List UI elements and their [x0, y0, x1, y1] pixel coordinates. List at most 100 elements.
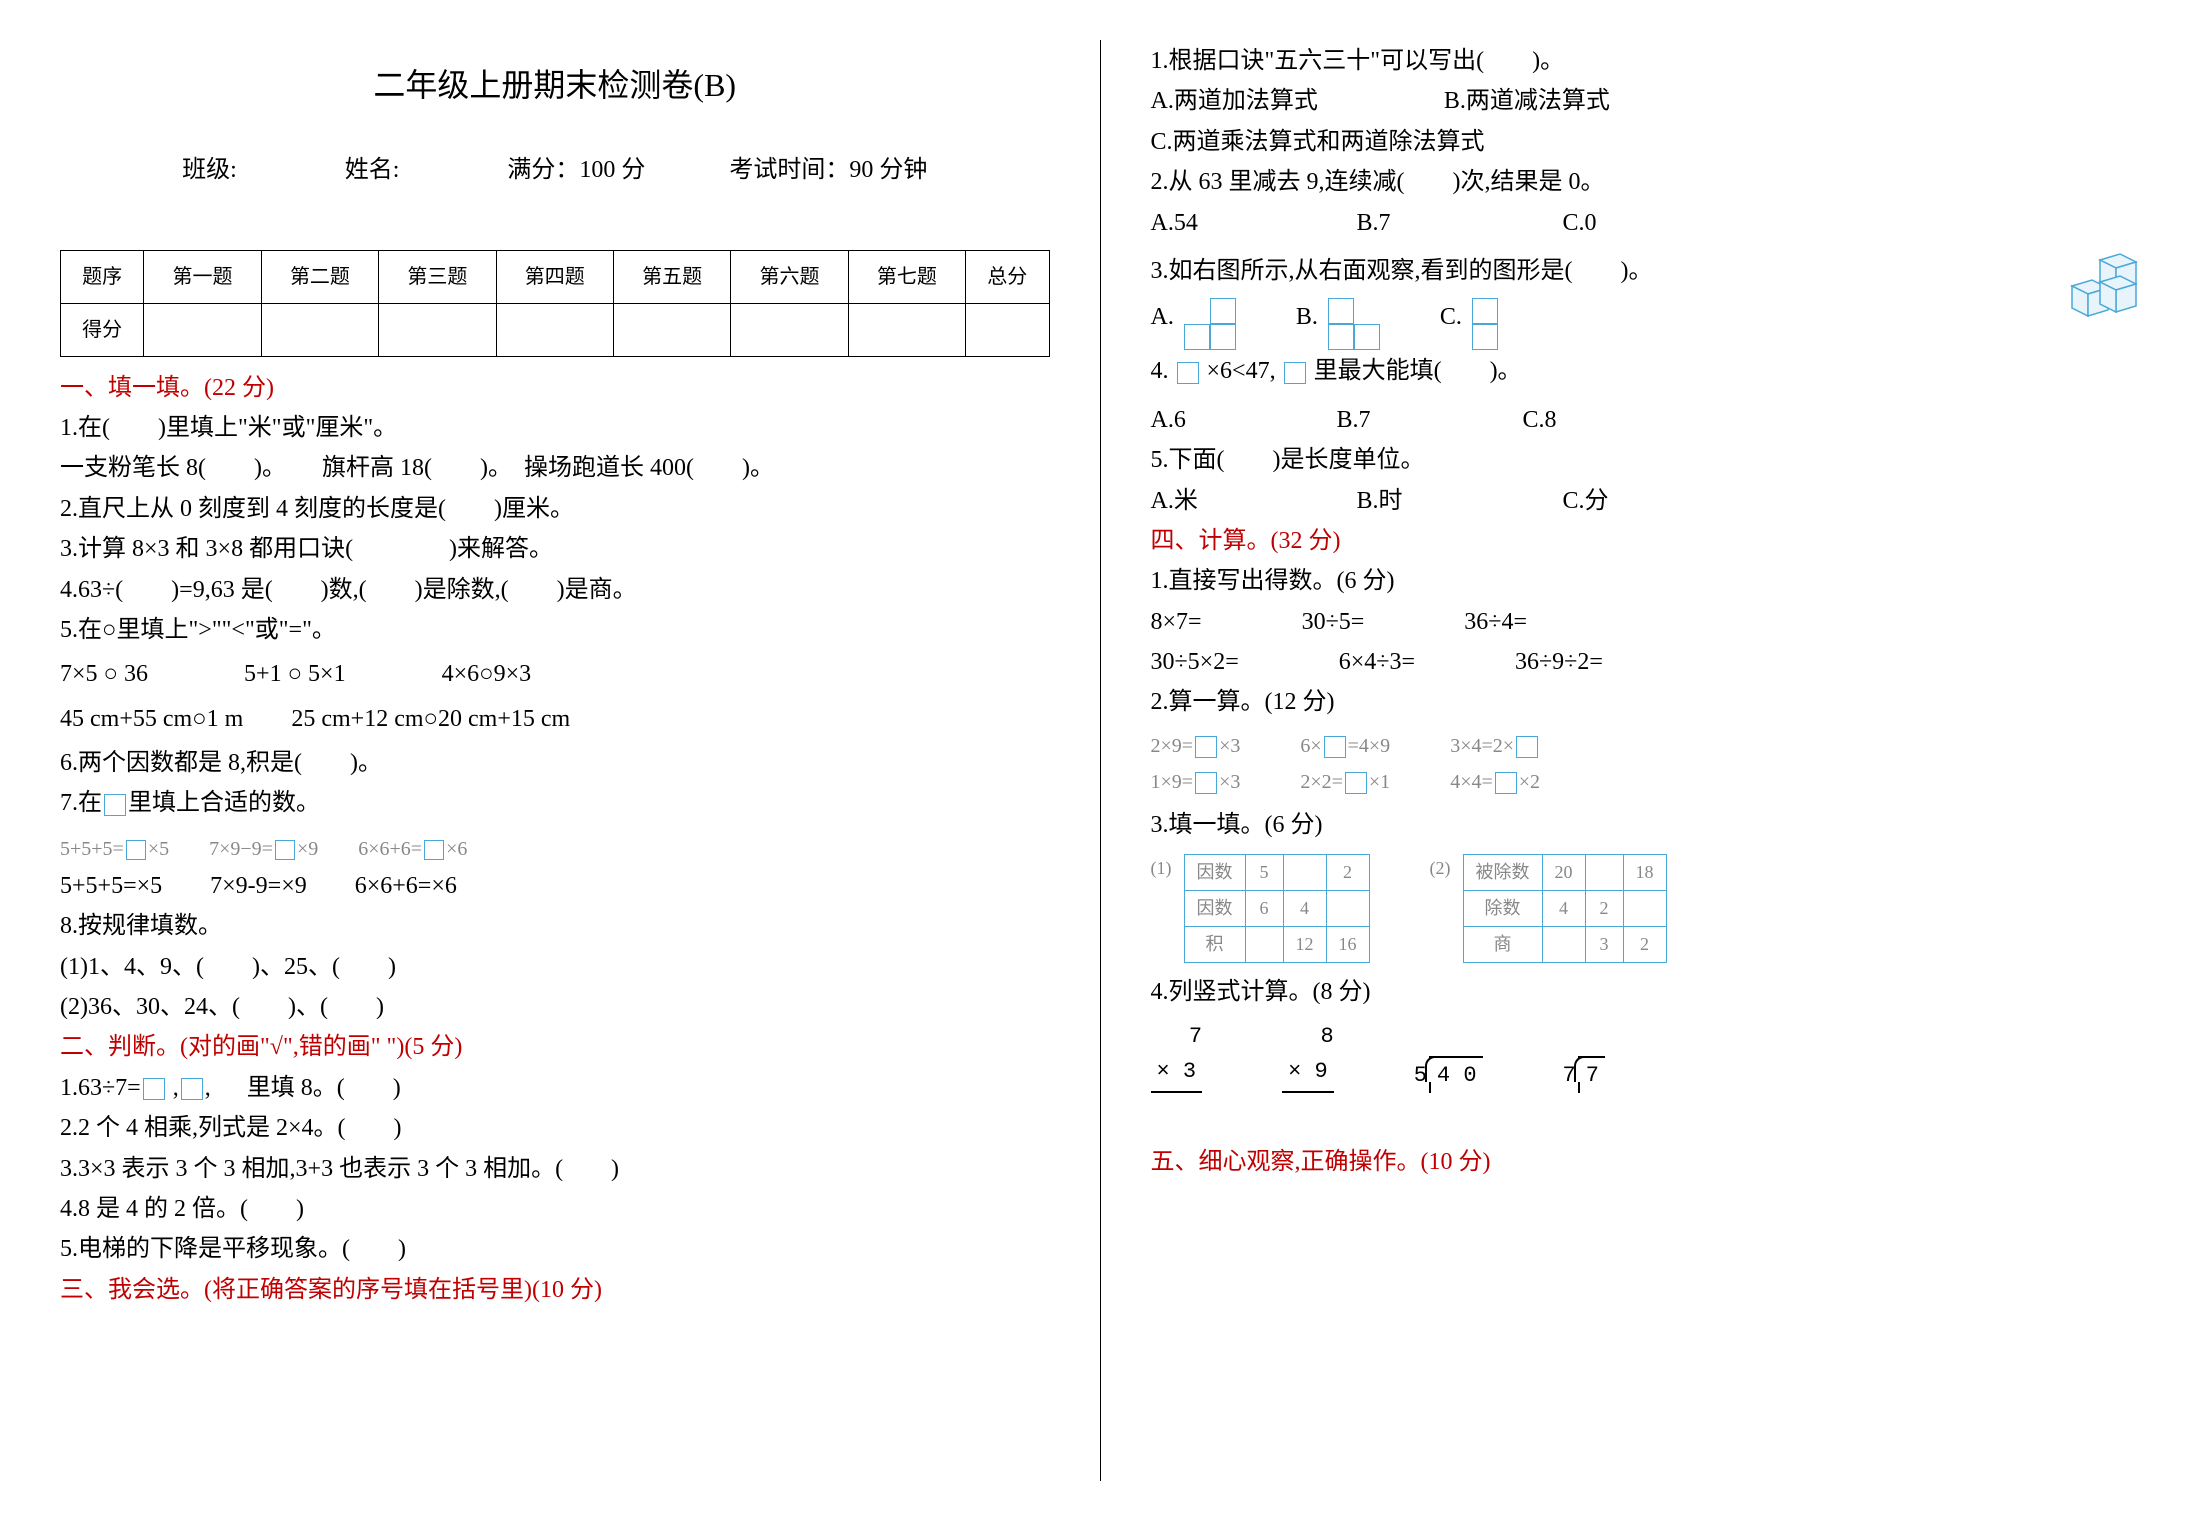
- score-cell: [613, 303, 730, 356]
- exam-title: 二年级上册期末检测卷(B): [60, 60, 1050, 111]
- q1-1a: 1.在( )里填上"米"或"厘米"。: [60, 409, 1050, 447]
- cell: 4: [1542, 891, 1585, 927]
- q1-3: 3.计算 8×3 和 3×8 都用口诀( )来解答。: [60, 530, 1050, 568]
- fullscore-label: 满分：100 分: [507, 157, 645, 183]
- eq-item: 6×=4×9: [1300, 730, 1390, 762]
- opt-a: A.米: [1151, 482, 1351, 520]
- q1-8b: (2)36、30、24、( )、( ): [60, 988, 1050, 1026]
- score-table: 题序 第一题 第二题 第三题 第四题 第五题 第六题 第七题 总分 得分: [60, 250, 1050, 357]
- q1-7-gray: 5+5+5=×5 7×9−9=×9 6×6+6=×6: [60, 833, 1050, 865]
- cell: 商: [1463, 926, 1542, 962]
- eq-item: 2×2=×1: [1300, 766, 1390, 798]
- score-cell: [966, 303, 1049, 356]
- q1-1b: 一支粉笔长 8( )。 旗杆高 18( )。 操场跑道长 400( )。: [60, 449, 1050, 487]
- q1-7: 7.在里填上合适的数。: [60, 784, 1050, 822]
- q1-8a: (1)1、4、9、( )、25、( ): [60, 948, 1050, 986]
- score-header: 第五题: [613, 250, 730, 303]
- score-header: 第二题: [261, 250, 378, 303]
- score-cell: [731, 303, 848, 356]
- section-2-head: 二、判断。(对的画"√",错的画" ")(5 分): [60, 1028, 1050, 1066]
- opt-c: C.0: [1563, 210, 1597, 236]
- vcalc-bot: × 3: [1151, 1054, 1203, 1093]
- cell: [1326, 891, 1369, 927]
- q3-5-opts: A.米 B.时 C.分: [1151, 482, 2141, 520]
- score-header: 第四题: [496, 250, 613, 303]
- score-header: 第七题: [848, 250, 965, 303]
- vertical-calc-row: 7 × 3 8 × 9 5 4 0 7 7: [1151, 1019, 2141, 1093]
- q3-2: 2.从 63 里减去 9,连续减( )次,结果是 0。: [1151, 163, 2141, 201]
- q1-2: 2.直尺上从 0 刻度到 4 刻度的长度是( )厘米。: [60, 490, 1050, 528]
- opt-b: B.两道减法算式: [1444, 88, 1610, 114]
- q1-5b: 45 cm+55 cm○1 m 25 cm+12 cm○20 cm+15 cm: [60, 700, 1050, 738]
- q3-2-opts: A.54 B.7 C.0: [1151, 204, 2141, 242]
- cell: 16: [1326, 926, 1369, 962]
- opt-c-shape: C.: [1440, 298, 1498, 350]
- vcalc-bot: × 9: [1282, 1054, 1334, 1093]
- cell: [1542, 926, 1585, 962]
- score-header: 第六题: [731, 250, 848, 303]
- vcalc-top: 7: [1151, 1019, 1203, 1054]
- eq-item: 3×4=2×: [1450, 730, 1540, 762]
- opt-b: B.时: [1357, 482, 1557, 520]
- score-cell: [379, 303, 496, 356]
- time-label: 考试时间：90 分钟: [729, 157, 927, 183]
- cell: 2: [1623, 926, 1666, 962]
- cell: 除数: [1463, 891, 1542, 927]
- longdiv-2: 7 7: [1563, 1019, 1605, 1093]
- opt-b: B.7: [1357, 204, 1557, 242]
- score-cell: [261, 303, 378, 356]
- blank-box-icon: [1177, 362, 1199, 384]
- q2-3: 3.3×3 表示 3 个 3 相加,3+3 也表示 3 个 3 相加。( ): [60, 1150, 1050, 1188]
- q3-5: 5.下面( )是长度单位。: [1151, 441, 2141, 479]
- blank-box-icon: [181, 1078, 203, 1100]
- section-3-head: 三、我会选。(将正确答案的序号填在括号里)(10 分): [60, 1271, 1050, 1309]
- q1-4: 4.63÷( )=9,63 是( )数,( )是除数,( )是商。: [60, 571, 1050, 609]
- mini-table-1: 因数52 因数64 积1216: [1184, 854, 1370, 962]
- opt-a-shape: A.: [1151, 298, 1236, 350]
- q4-1: 1.直接写出得数。(6 分): [1151, 562, 2141, 600]
- q2-4: 4.8 是 4 的 2 倍。( ): [60, 1190, 1050, 1228]
- q2-5: 5.电梯的下降是平移现象。( ): [60, 1230, 1050, 1268]
- cell: 3: [1585, 926, 1623, 962]
- right-column: 1.根据口诀"五六三十"可以写出( )。 A.两道加法算式 B.两道减法算式 C…: [1151, 40, 2141, 1481]
- opt-b-shape: B.: [1296, 298, 1380, 350]
- cell: 18: [1623, 855, 1666, 891]
- q1-6: 6.两个因数都是 8,积是( )。: [60, 744, 1050, 782]
- exam-info: 班级: 姓名: 满分：100 分 考试时间：90 分钟: [60, 151, 1050, 189]
- opt-c: C.分: [1563, 488, 1609, 514]
- section-4-head: 四、计算。(32 分): [1151, 522, 2141, 560]
- cell: [1623, 891, 1666, 927]
- score-header: 总分: [966, 250, 1049, 303]
- name-label: 姓名:: [345, 157, 400, 183]
- q3-4: 4. ×6<47, 里最大能填( )。: [1151, 352, 2141, 390]
- q1-7b: 5+5+5=×5 7×9-9=×9 6×6+6=×6: [60, 867, 1050, 905]
- score-cell: [144, 303, 261, 356]
- q2-1a: 1.63÷7=: [60, 1075, 141, 1101]
- cell: 被除数: [1463, 855, 1542, 891]
- calc-item: 30÷5=: [1302, 603, 1365, 641]
- q1-5: 5.在○里填上">""<"或"="。: [60, 611, 1050, 649]
- cell: [1245, 926, 1283, 962]
- left-column: 二年级上册期末检测卷(B) 班级: 姓名: 满分：100 分 考试时间：90 分…: [60, 40, 1050, 1481]
- opt-a: A.54: [1151, 204, 1351, 242]
- cell: 12: [1283, 926, 1326, 962]
- q2-1b: , 里填 8。( ): [205, 1075, 401, 1101]
- q1-5a: 7×5 ○ 36 5+1 ○ 5×1 4×6○9×3: [60, 655, 1050, 693]
- vcalc-top: 8: [1282, 1019, 1334, 1054]
- opt-a-label: A.: [1151, 304, 1174, 330]
- cell: 2: [1326, 855, 1369, 891]
- cell: [1585, 855, 1623, 891]
- score-header: 第一题: [144, 250, 261, 303]
- q3-4-opts: A.6 B.7 C.8: [1151, 401, 2141, 439]
- vcalc-2: 8 × 9: [1282, 1019, 1334, 1093]
- q4-4: 4.列竖式计算。(8 分): [1151, 973, 2141, 1011]
- score-header: 第三题: [379, 250, 496, 303]
- cell: 积: [1184, 926, 1245, 962]
- score-header: 题序: [61, 250, 144, 303]
- q3-1c: C.两道乘法算式和两道除法算式: [1151, 123, 2141, 161]
- blank-box-icon: [143, 1078, 165, 1100]
- dividend: 4 0: [1429, 1056, 1483, 1093]
- eq-item: 1×9=×3: [1151, 766, 1241, 798]
- mini-tables: (1) 因数52 因数64 积1216 (2) 被除数2018 除数42 商32: [1151, 854, 2141, 962]
- q3-1-opts: A.两道加法算式 B.两道减法算式: [1151, 82, 2141, 120]
